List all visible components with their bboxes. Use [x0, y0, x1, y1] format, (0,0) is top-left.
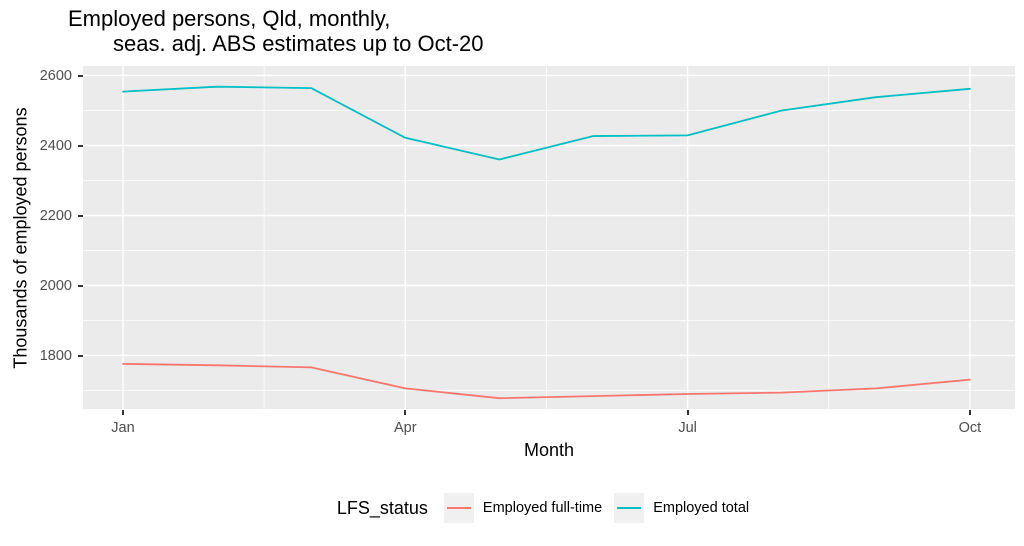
x-tick-label: Jan — [111, 420, 135, 436]
plot-panel — [83, 66, 1015, 409]
legend: LFS_status Employed full-time Employed t… — [83, 487, 1015, 529]
legend-key-box — [614, 493, 645, 523]
y-tick-mark — [78, 144, 83, 147]
x-tick-mark — [122, 410, 124, 415]
line-employed-full-time — [122, 362, 971, 400]
legend-item-total: Employed total — [614, 493, 749, 523]
x-tick-label: Oct — [958, 420, 982, 436]
line-employed-total — [122, 85, 971, 161]
chart-title-line1: Employed persons, Qld, monthly, — [68, 6, 391, 31]
x-tick-mark — [404, 410, 407, 415]
y-tick-mark — [78, 74, 83, 77]
legend-item-label: Employed total — [653, 500, 750, 516]
chart-title: Employed persons, Qld, monthly, seas. ad… — [68, 6, 484, 56]
y-tick-label: 2200 — [39, 207, 72, 224]
y-tick-label: 1800 — [39, 347, 72, 364]
legend-key-box — [443, 493, 474, 523]
x-tick-mark — [968, 410, 971, 415]
y-tick-mark — [78, 354, 83, 357]
x-tick-label: Apr — [394, 420, 417, 436]
total-line-swatch-icon — [617, 506, 642, 510]
y-tick-label: 2400 — [39, 137, 72, 154]
legend-item-fulltime: Employed full-time — [443, 493, 603, 523]
y-tick-label: 2600 — [39, 67, 72, 84]
y-tick-label: 2000 — [39, 277, 72, 294]
x-axis-title: Month — [523, 440, 575, 460]
fulltime-line-swatch-icon — [446, 506, 471, 510]
legend-title: LFS_status — [336, 497, 428, 518]
x-tick-label: Jul — [678, 420, 697, 436]
x-tick-mark — [686, 410, 689, 415]
legend-item-label: Employed full-time — [482, 500, 603, 516]
plot-area — [83, 66, 1015, 409]
y-tick-mark — [78, 284, 83, 287]
chart-title-line2: seas. adj. ABS estimates up to Oct-20 — [113, 31, 484, 56]
y-tick-mark — [78, 214, 83, 217]
